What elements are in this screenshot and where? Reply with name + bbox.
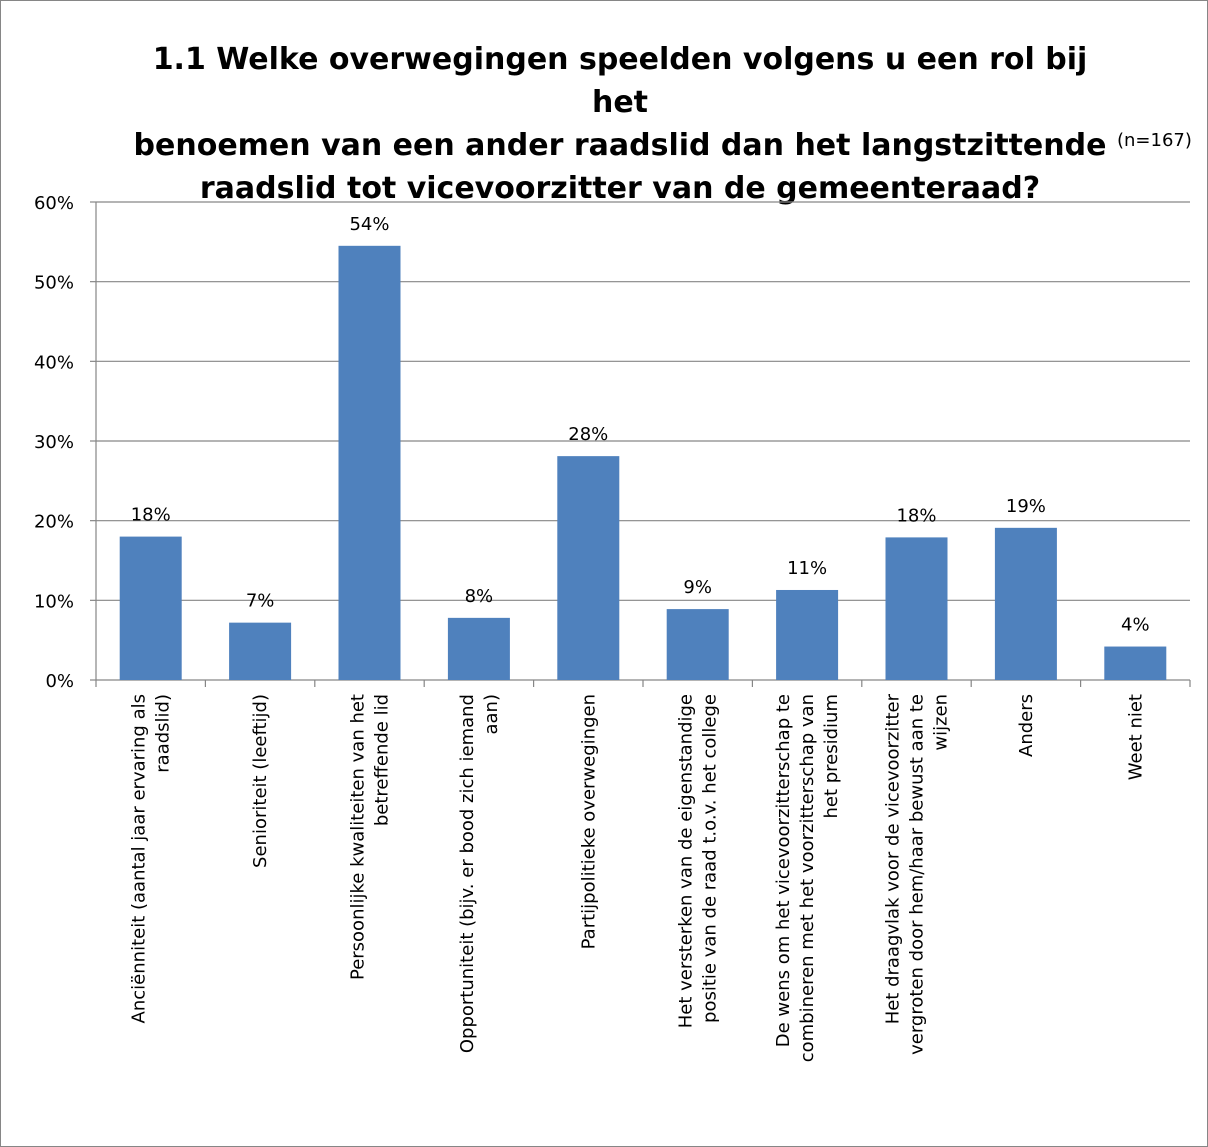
bar (776, 589, 839, 680)
data-label: 19% (1006, 496, 1046, 517)
x-category-label-line: Anders (1016, 694, 1037, 757)
x-category-label-line: raadslid) (153, 694, 174, 773)
bar (229, 622, 292, 680)
x-category-label-line: Het versterken van de eigenstandige (676, 694, 697, 1028)
x-category-label-line: Het draagvlak voor de vicevoorzitter (883, 693, 904, 1024)
x-category-label-line: aan) (481, 694, 502, 735)
bars (119, 245, 1167, 681)
y-tick-label: 60% (34, 193, 74, 214)
x-category-label-line: betreffende lid (372, 694, 393, 826)
x-category-label-line: vergroten door hem/haar bewust aan te (907, 694, 928, 1055)
data-label: 18% (131, 505, 171, 526)
bar (885, 537, 948, 680)
x-category-label-line: De wens om het vicevoorzitterschap te (773, 694, 794, 1047)
data-label: 4% (1121, 615, 1150, 636)
x-category-label-line: Persoonlijke kwaliteiten van het (348, 694, 369, 980)
data-labels: 18% 7% 54% 8% 28% 9% 11% 18% 19% 4% (131, 214, 1150, 636)
data-label: 54% (349, 214, 389, 235)
data-label: 11% (787, 558, 827, 579)
y-tick-label: 10% (34, 591, 74, 612)
x-category-label: Senioriteit (leeftijd) (250, 694, 271, 868)
x-category-label: Persoonlijke kwaliteiten van het betreffe… (348, 694, 393, 980)
y-tick-label: 50% (34, 273, 74, 294)
x-category-label-line: combineren met het voorzitterschap van (797, 694, 818, 1062)
x-category-label: De wens om het vicevoorzitterschap te com… (773, 694, 842, 1062)
bar (338, 245, 401, 681)
bar (1104, 646, 1167, 680)
y-tick-label: 20% (34, 512, 74, 533)
bar (557, 456, 620, 680)
x-category-label: Het draagvlak voor de vicevoorzitter verg… (883, 693, 952, 1054)
x-category-label-line: positie van de raad t.o.v. het college (700, 694, 721, 1023)
data-label: 9% (683, 577, 712, 598)
gridlines (96, 201, 1190, 601)
x-category-label: Anders (1016, 694, 1037, 757)
x-category-label: Anciënniteit (aantal jaar ervaring als ra… (129, 694, 174, 1023)
chart-subtitle: (n=167) (1117, 130, 1192, 151)
data-label: 18% (896, 505, 936, 526)
chart-title: 1.1 Welke overwegingen speelden volgens … (133, 42, 1107, 206)
x-category-label: Partijpolitieke overwegingen (578, 694, 599, 949)
bar (666, 609, 729, 680)
y-tick-label: 0% (45, 671, 74, 692)
bar (447, 617, 510, 680)
x-category-label-line: Weet niet (1125, 694, 1146, 780)
data-label: 8% (465, 586, 494, 607)
x-category-label-line: Partijpolitieke overwegingen (578, 694, 599, 949)
x-category-label: Het versterken van de eigenstandige posit… (676, 694, 721, 1028)
bar (119, 536, 182, 680)
x-category-label-line: Senioriteit (leeftijd) (250, 694, 271, 868)
x-axis-categories: Anciënniteit (aantal jaar ervaring als ra… (129, 693, 1147, 1062)
x-category-label-line: wijzen (931, 694, 952, 751)
y-tick-label: 40% (34, 352, 74, 373)
bar (994, 527, 1057, 680)
y-tick-label: 30% (34, 432, 74, 453)
x-category-label-line: Opportuniteit (bijv. er bood zich iemand (457, 694, 478, 1053)
x-category-label: Opportuniteit (bijv. er bood zich iemand… (457, 694, 502, 1053)
data-label: 28% (568, 424, 608, 445)
x-category-label: Weet niet (1125, 694, 1146, 780)
x-category-label-line: het presidium (821, 694, 842, 819)
y-axis-ticks: 0% 10% 20% 30% 40% 50% 60% (34, 193, 96, 692)
data-label: 7% (246, 591, 275, 612)
x-category-label-line: Anciënniteit (aantal jaar ervaring als (129, 694, 150, 1023)
